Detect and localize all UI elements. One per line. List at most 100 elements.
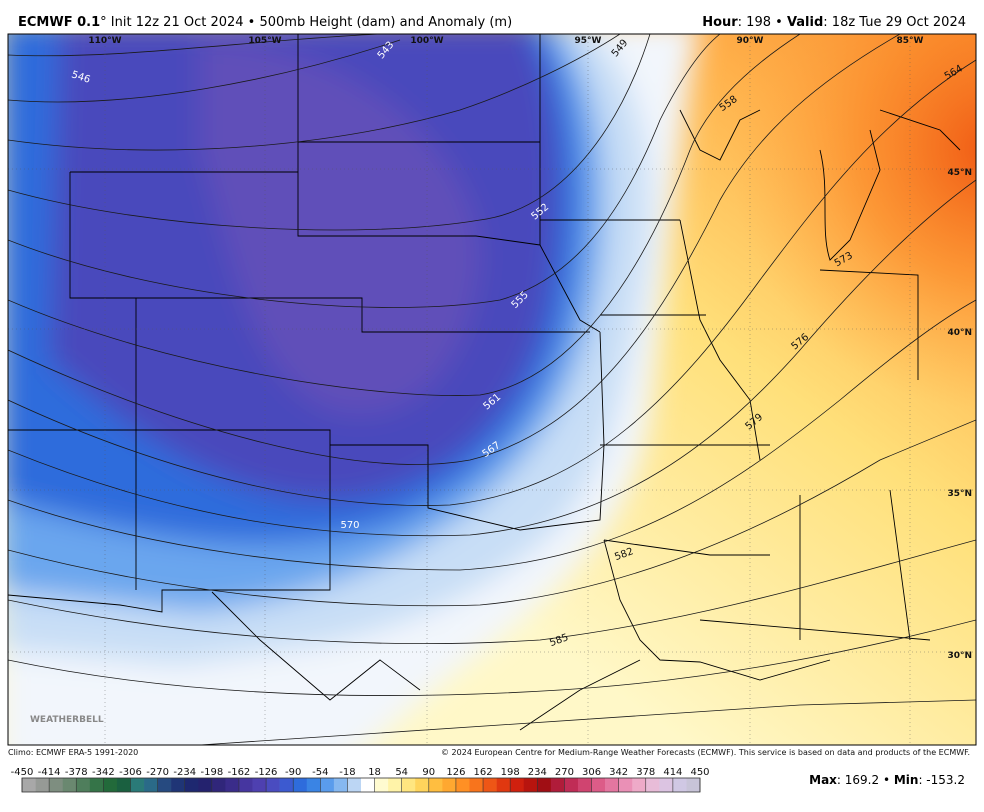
lon-label: 85°W <box>897 36 924 46</box>
hour-label: Hour <box>702 15 738 30</box>
colorbar-tick-label: 54 <box>395 767 408 778</box>
watermark: WEATHERBELL <box>30 715 104 725</box>
colorbar-swatch <box>632 778 647 792</box>
colorbar-tick-label: -234 <box>173 767 196 778</box>
stats: Max: 169.2 • Min: -153.2 <box>809 773 965 787</box>
colorbar-tick-label: 414 <box>663 767 682 778</box>
colorbar-swatch <box>523 778 538 792</box>
lat-label: 35°N <box>947 489 972 499</box>
colorbar-swatch <box>388 778 402 792</box>
colorbar-swatch <box>483 778 497 792</box>
colorbar-tick-label: 18 <box>368 767 381 778</box>
colorbar-tick-label: -414 <box>38 767 61 778</box>
map: 110°W 105°W 100°W 95°W 90°W 85°W 45°N 40°N 35°N 3… <box>8 34 976 745</box>
colorbar-swatch <box>577 778 592 792</box>
colorbar-tick-label: 162 <box>473 767 492 778</box>
climo-note: Climo: ECMWF ERA-5 1991-2020 <box>8 748 138 757</box>
max-label: Max <box>809 773 837 787</box>
colorbar-swatch <box>347 778 362 792</box>
colorbar-tick-label: -54 <box>312 767 328 778</box>
colorbar-swatch <box>428 778 443 792</box>
colorbar-swatch <box>225 778 240 792</box>
colorbar-swatch <box>144 778 158 792</box>
colorbar-tick-label: -126 <box>255 767 278 778</box>
colorbar-tick-label: -306 <box>119 767 142 778</box>
colorbar-swatch <box>184 778 199 792</box>
cold-anomaly <box>8 34 698 745</box>
colorbar-swatch <box>157 778 172 792</box>
colorbar-tick-label: -90 <box>285 767 301 778</box>
colorbar-tick-label: -198 <box>200 767 223 778</box>
colorbar-swatch <box>550 778 565 792</box>
colorbar-swatch <box>198 778 213 792</box>
colorbar-swatch <box>76 778 91 792</box>
colorbar-tick-label: 450 <box>690 767 709 778</box>
colorbar-swatch <box>279 778 294 792</box>
colorbar-swatch <box>415 778 430 792</box>
contour-label: 570 <box>340 520 359 531</box>
lat-label: 30°N <box>947 651 972 661</box>
colorbar-swatch <box>266 778 280 792</box>
colorbar-swatch <box>455 778 470 792</box>
max-value: : 169.2 • <box>837 773 894 787</box>
min-value: : -153.2 <box>918 773 965 787</box>
lon-label: 100°W <box>410 36 443 46</box>
lon-label: 105°W <box>248 36 281 46</box>
colorbar-swatch <box>401 778 416 792</box>
colorbar-tick-label: -450 <box>11 767 34 778</box>
colorbar-tick-label: 90 <box>422 767 435 778</box>
colorbar-swatch <box>293 778 308 792</box>
colorbar-swatch <box>672 778 687 792</box>
colorbar-swatch <box>116 778 131 792</box>
colorbar-tick-label: -270 <box>146 767 169 778</box>
colorbar-swatch <box>103 778 118 792</box>
height-contours <box>8 34 976 745</box>
colorbar-swatch <box>306 778 321 792</box>
colorbar-swatch <box>564 778 579 792</box>
colorbar-tick-label: 234 <box>528 767 547 778</box>
colorbar-swatch <box>442 778 457 792</box>
colorbar-swatch <box>62 778 77 792</box>
colorbar-swatch <box>510 778 525 792</box>
colorbar-swatch <box>537 778 552 792</box>
colorbar-tick-label: 306 <box>582 767 601 778</box>
colorbar-tick-label: 198 <box>501 767 520 778</box>
colorbar-swatch <box>49 778 63 792</box>
min-label: Min <box>894 773 919 787</box>
colorbar: -450 -414 -378 -342 -306 -270 -234 -198 -162 -126… <box>11 767 710 793</box>
colorbar-swatch <box>496 778 511 792</box>
colorbar-tick-label: 378 <box>636 767 655 778</box>
colorbar-swatch <box>22 778 36 792</box>
lat-label: 45°N <box>947 168 972 178</box>
colorbar-tick-label: 342 <box>609 767 628 778</box>
colorbar-swatch <box>130 778 145 792</box>
colorbar-swatch <box>605 778 619 792</box>
lon-label: 110°W <box>88 36 121 46</box>
colorbar-swatch <box>333 778 348 792</box>
colorbar-tick-label: -18 <box>339 767 355 778</box>
colorbar-swatch <box>645 778 660 792</box>
map-frame <box>7 33 977 746</box>
colorbar-tick-label: -162 <box>228 767 251 778</box>
colorbar-swatch <box>252 778 267 792</box>
colorbar-tick-label: -342 <box>92 767 115 778</box>
colorbar-swatch <box>659 778 674 792</box>
graticule: 110°W 105°W 100°W 95°W 90°W 85°W 45°N 40°N 35°N 3… <box>8 34 976 745</box>
hour: : 198 • <box>738 15 787 30</box>
colorbar-swatch <box>618 778 633 792</box>
colorbar-swatch <box>361 778 375 792</box>
copyright: © 2024 European Centre for Medium-Range … <box>441 748 970 757</box>
colorbar-swatch <box>320 778 335 792</box>
colorbar-tick-label: 270 <box>555 767 574 778</box>
valid-label: Valid <box>787 15 823 30</box>
description: ° Init 12z 21 Oct 2024 • 500mb Height (d… <box>100 15 512 30</box>
colorbar-swatch <box>686 778 701 792</box>
colorbar-swatch <box>238 778 253 792</box>
valid-time: : 18z Tue 29 Oct 2024 <box>823 15 966 30</box>
model: ECMWF 0.1 <box>18 15 100 30</box>
lon-label: 95°W <box>575 36 602 46</box>
colorbar-swatch <box>89 778 104 792</box>
colorbar-swatch <box>171 778 186 792</box>
colorbar-swatch <box>469 778 484 792</box>
